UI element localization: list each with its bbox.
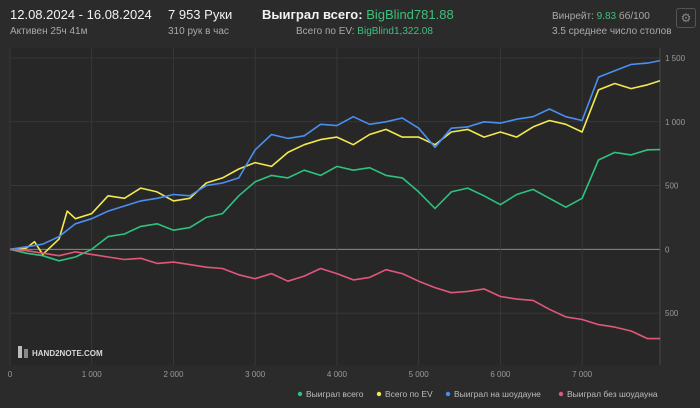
y-tick-label: 1 500 xyxy=(665,54,686,63)
won-value: BigBlind781.88 xyxy=(366,7,454,22)
y-tick-label: 1 000 xyxy=(665,118,686,127)
avg-tables: 3.5 среднее число столов xyxy=(552,26,672,37)
date-range: 12.08.2024 - 16.08.2024 xyxy=(10,7,152,22)
hands-per-hour: 310 рук в час xyxy=(168,26,229,37)
plot-area xyxy=(10,48,660,365)
x-tick-label: 1 000 xyxy=(82,370,103,379)
logo: HAND2NOTE.COM xyxy=(18,346,103,358)
legend-label: Выиграл на шоудауне xyxy=(454,389,541,399)
x-tick-label: 4 000 xyxy=(327,370,348,379)
x-tick-label: 7 000 xyxy=(572,370,593,379)
y-tick-label: 500 xyxy=(665,309,679,318)
x-tick-label: 5 000 xyxy=(409,370,430,379)
legend-marker xyxy=(376,391,382,397)
x-axis-ticks: 0 1 000 2 000 3 000 4 000 5 000 6 000 7 000 xyxy=(8,370,593,379)
winrate-value: 9.83 xyxy=(596,11,617,22)
series-line-4 xyxy=(9,248,660,340)
legend-marker xyxy=(445,391,451,397)
legend-marker xyxy=(558,391,564,397)
y-axis-ticks: 1 500 1 000 500 0 500 xyxy=(665,54,686,318)
logo-mark-2 xyxy=(24,349,28,358)
winrate: Винрейт: 9.83 бб/100 xyxy=(552,11,650,22)
x-tick-label: 2 000 xyxy=(163,370,184,379)
y-tick-label: 0 xyxy=(665,245,670,254)
x-tick-label: 6 000 xyxy=(490,370,511,379)
x-tick-label: 3 000 xyxy=(245,370,266,379)
won-label: Выиграл всего: xyxy=(262,7,363,22)
legend-marker xyxy=(297,391,303,397)
legend: Выиграл всего Всего по EV Выиграл на шоуда… xyxy=(297,389,658,399)
logo-mark xyxy=(18,346,22,358)
logo-text: HAND2NOTE.COM xyxy=(32,349,103,358)
hands-count: 7 953 Руки xyxy=(168,7,233,22)
winrate-label: Винрейт: xyxy=(552,11,594,22)
series-line-3 xyxy=(9,59,661,251)
series-line-2 xyxy=(9,79,661,256)
ev-value: BigBlind1,322.08 xyxy=(357,26,433,37)
ev-label: Всего по EV: xyxy=(296,26,355,37)
legend-label: Выиграл всего xyxy=(306,389,364,399)
legend-label: Выиграл без шоудауна xyxy=(567,389,658,399)
active-time: Активен 25ч 41м xyxy=(10,26,88,37)
x-tick-label: 0 xyxy=(8,370,13,379)
legend-label: Всего по EV xyxy=(385,389,433,399)
stats-header: 12.08.2024 - 16.08.2024 Активен 25ч 41м … xyxy=(0,0,700,50)
winrate-unit: бб/100 xyxy=(618,11,650,22)
ev-total: Всего по EV: BigBlind1,322.08 xyxy=(296,26,433,37)
gear-icon[interactable]: ⚙ xyxy=(676,8,696,28)
won-total: Выиграл всего: BigBlind781.88 xyxy=(262,7,454,22)
series-line-1 xyxy=(9,148,661,262)
y-tick-label: 500 xyxy=(665,182,679,191)
series-lines xyxy=(9,59,661,340)
